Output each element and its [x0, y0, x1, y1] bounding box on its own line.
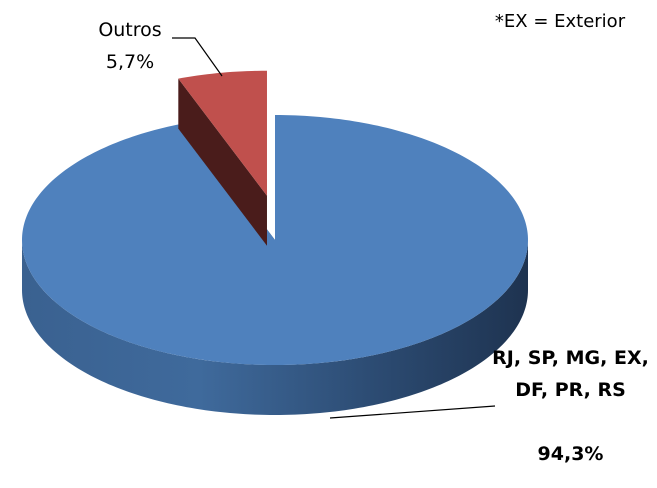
leader-line [172, 37, 223, 77]
leader-line [329, 405, 496, 419]
slice-label: RJ, SP, MG, EX, DF, PR, RS [492, 347, 649, 401]
slice-label: Outros [98, 19, 162, 41]
slice-cut-face [178, 78, 267, 246]
slice-side [22, 240, 528, 415]
pie [22, 70, 528, 415]
annotation: *EX = Exterior [494, 11, 626, 32]
pie-slice [178, 70, 267, 196]
slice-value-label: 5,7% [105, 51, 155, 73]
pie-slice [22, 115, 528, 365]
slice-value-label: 94,3% [537, 443, 604, 465]
